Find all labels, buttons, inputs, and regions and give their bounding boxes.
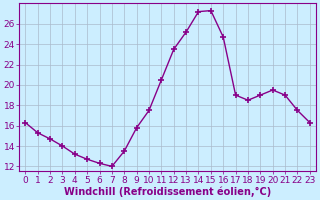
X-axis label: Windchill (Refroidissement éolien,°C): Windchill (Refroidissement éolien,°C) bbox=[64, 186, 271, 197]
